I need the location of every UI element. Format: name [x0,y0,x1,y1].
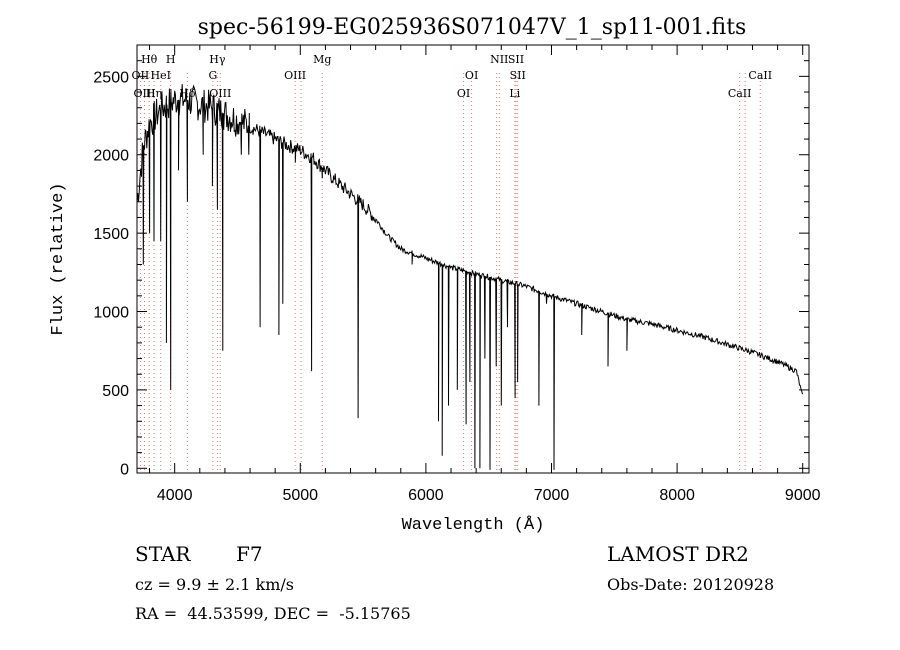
spectrum-line [136,84,803,470]
x-axis-label: Wavelength (Å) [402,516,545,535]
y-axis-label: Flux (relative) [49,182,68,335]
line-marker-label: G [208,69,217,82]
line-marker-label: OIII [134,87,156,100]
x-tick-label: 7000 [534,487,570,504]
redshift-label: cz = 9.9 ± 2.1 km/s [135,575,294,594]
line-marker-label: OIII [284,69,306,82]
y-tick-label: 2000 [93,148,129,165]
line-marker-label: OII [132,69,150,82]
line-marker-label: Hη [146,87,162,100]
line-marker-label: OI [465,69,478,82]
y-tick-label: 1000 [93,305,129,322]
x-tick-label: 8000 [659,487,695,504]
y-tick-label: 2500 [93,69,129,86]
line-marker-label: CaII [728,87,752,100]
class-label: STAR [135,542,191,566]
x-tick-label: 4000 [157,487,193,504]
line-marker-label: H [166,53,176,66]
line-marker-label: CaII [748,69,772,82]
line-marker-label: Hθ [141,53,158,66]
line-marker-label: Li [509,87,520,100]
y-tick-label: 500 [102,383,129,400]
obs-date-label: Obs-Date: 20120928 [607,575,775,594]
x-tick-label: 6000 [408,487,444,504]
x-axis: 4000 5000 6000 7000 8000 9000 [149,45,821,504]
line-marker-label: Mg [313,53,331,66]
y-tick-label: 0 [120,461,129,478]
line-marker-label: Hγ [209,53,226,66]
subclass-label: F7 [236,542,263,566]
chart-title: spec-56199-EG025936S071047V_1_sp11-001.f… [198,15,747,40]
line-marker-label: HeI [151,69,171,82]
coordinates-label: RA = 44.53599, DEC = -5.15765 [135,604,411,623]
y-axis: 0 500 1000 1500 2000 2500 [93,60,809,478]
line-marker-label: SII [508,53,524,66]
x-tick-label: 9000 [785,487,821,504]
x-tick-label: 5000 [282,487,318,504]
line-marker-label: OI [457,87,470,100]
line-marker-label: OIII [209,87,231,100]
plot-frame [136,44,810,474]
line-marker-label: SII [510,69,526,82]
y-tick-label: 1500 [93,226,129,243]
line-marker-label: NII [490,53,508,66]
emission-line-markers [139,73,761,473]
survey-label: LAMOST DR2 [607,542,749,566]
